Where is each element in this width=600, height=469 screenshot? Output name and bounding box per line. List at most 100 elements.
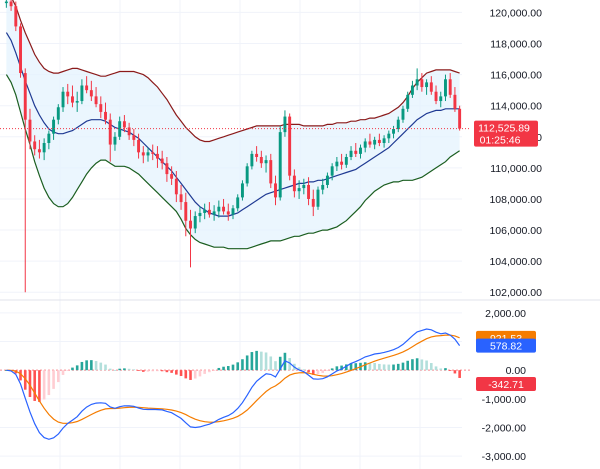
macd-histogram-bar — [345, 364, 348, 371]
candle-body — [179, 194, 183, 203]
macd-histogram-bar — [439, 368, 443, 371]
candle-body — [203, 209, 207, 213]
macd-histogram-bar — [411, 359, 414, 371]
macd-histogram-bar — [94, 361, 98, 371]
macd-histogram-bar — [406, 360, 409, 371]
candle-body — [344, 156, 348, 165]
macd-axis-tick: -2,000.00 — [482, 422, 527, 434]
candle-body — [406, 94, 410, 109]
candle-body — [222, 206, 226, 212]
candle-body — [193, 216, 197, 229]
candle-body — [28, 119, 32, 142]
macd-badge[interactable]: 578.82 — [476, 338, 536, 353]
macd-histogram-bar — [231, 364, 235, 371]
macd-histogram-bar — [340, 365, 343, 371]
macd-histogram-bar — [28, 370, 32, 397]
price-axis-tick: 104,000.00 — [489, 256, 542, 268]
macd-histogram-bar — [236, 362, 240, 371]
macd-histogram-bar — [175, 370, 178, 375]
candle-body — [302, 184, 306, 189]
upper-band-line — [11, 0, 460, 143]
macd-histogram-bar — [245, 355, 249, 371]
price-axis-tick: 110,000.00 — [490, 163, 542, 175]
lower-band-line — [5, 74, 460, 250]
macd-histogram-bar — [57, 370, 60, 383]
price-axis[interactable]: 120,000.00 118,000.00 116,000.00 114,000.00… — [474, 7, 542, 299]
macd-histogram-bar — [430, 363, 433, 371]
macd-axis[interactable]: 2,000.001,000.000.00-1,000.00-2,000.00-3… — [476, 308, 536, 463]
candle-body — [429, 82, 433, 92]
macd-axis-tick: -1,000.00 — [482, 394, 527, 406]
candle-body — [236, 197, 240, 209]
candle-body — [75, 101, 79, 103]
macd-histogram-bar — [434, 366, 438, 371]
macd-histogram-bar — [104, 364, 107, 371]
price-axis-tick: 120,000.00 — [489, 7, 542, 19]
candle-body — [401, 108, 405, 120]
candle-body — [189, 220, 192, 229]
candle-body — [37, 149, 41, 153]
macd-badge-bg — [476, 338, 536, 353]
candle-body — [132, 135, 136, 140]
macd-histogram-bar — [255, 350, 258, 371]
macd-histogram-bar — [278, 356, 282, 371]
candle-body — [307, 184, 311, 199]
candle-body — [33, 141, 37, 150]
macd-histogram-bar — [80, 361, 84, 371]
candle-body — [434, 91, 438, 102]
badge-bg — [474, 120, 538, 147]
candle-body — [155, 153, 159, 159]
macd-histogram-bar — [444, 368, 447, 371]
macd-histogram-bar — [42, 370, 46, 400]
macd-histogram-bar — [453, 370, 457, 374]
macd-histogram-bar — [217, 367, 221, 371]
candle-body — [363, 141, 367, 148]
macd-histogram-bar — [127, 368, 131, 371]
macd-signal-line — [6, 334, 460, 424]
macd-histogram-bar — [165, 370, 169, 373]
candle-body — [118, 121, 122, 137]
macd-badge-bg — [476, 376, 536, 391]
macd-histogram-bar — [198, 370, 202, 377]
candle-body — [9, 1, 13, 7]
macd-histogram-bar — [316, 370, 320, 375]
macd-histogram-bar — [75, 365, 79, 371]
candle-body — [325, 175, 329, 185]
macd-histogram-bar — [226, 366, 230, 371]
candle-body — [382, 138, 386, 144]
price-axis-tick: 102,000.00 — [489, 287, 542, 299]
price-axis-tick: 118,000.00 — [490, 39, 542, 51]
candle-body — [165, 163, 169, 175]
macd-histogram-bar — [184, 370, 188, 379]
candle-body — [330, 166, 334, 176]
macd-histogram-bar — [47, 370, 51, 396]
candle-body — [66, 91, 70, 97]
macd-histogram-bar — [66, 370, 70, 371]
macd-histogram-bar — [382, 364, 386, 371]
candle-body — [458, 108, 462, 129]
macd-histogram-bar — [38, 370, 41, 402]
macd-histogram-bar — [396, 363, 400, 371]
candle-body — [184, 202, 188, 221]
macd-histogram-bar — [349, 363, 353, 371]
candle-body — [99, 104, 103, 112]
histogram-badge[interactable]: -342.71 — [476, 376, 536, 391]
candle-body — [71, 96, 74, 103]
macd-histogram-bar — [335, 366, 339, 371]
candle-body — [108, 119, 112, 145]
candle-body — [4, 1, 8, 4]
macd-histogram-bar — [241, 359, 244, 371]
candle-body — [14, 6, 18, 27]
macd-histogram-bar — [212, 370, 216, 371]
candle-body — [420, 79, 424, 88]
candle-body — [377, 139, 381, 144]
macd-histogram-bar — [23, 370, 27, 390]
macd-histogram-bar — [146, 370, 150, 372]
macd-histogram-bar — [222, 366, 225, 371]
candle-body — [80, 85, 84, 102]
histogram-badge-label: -342.71 — [488, 379, 524, 391]
macd-histogram-bar — [420, 359, 424, 371]
